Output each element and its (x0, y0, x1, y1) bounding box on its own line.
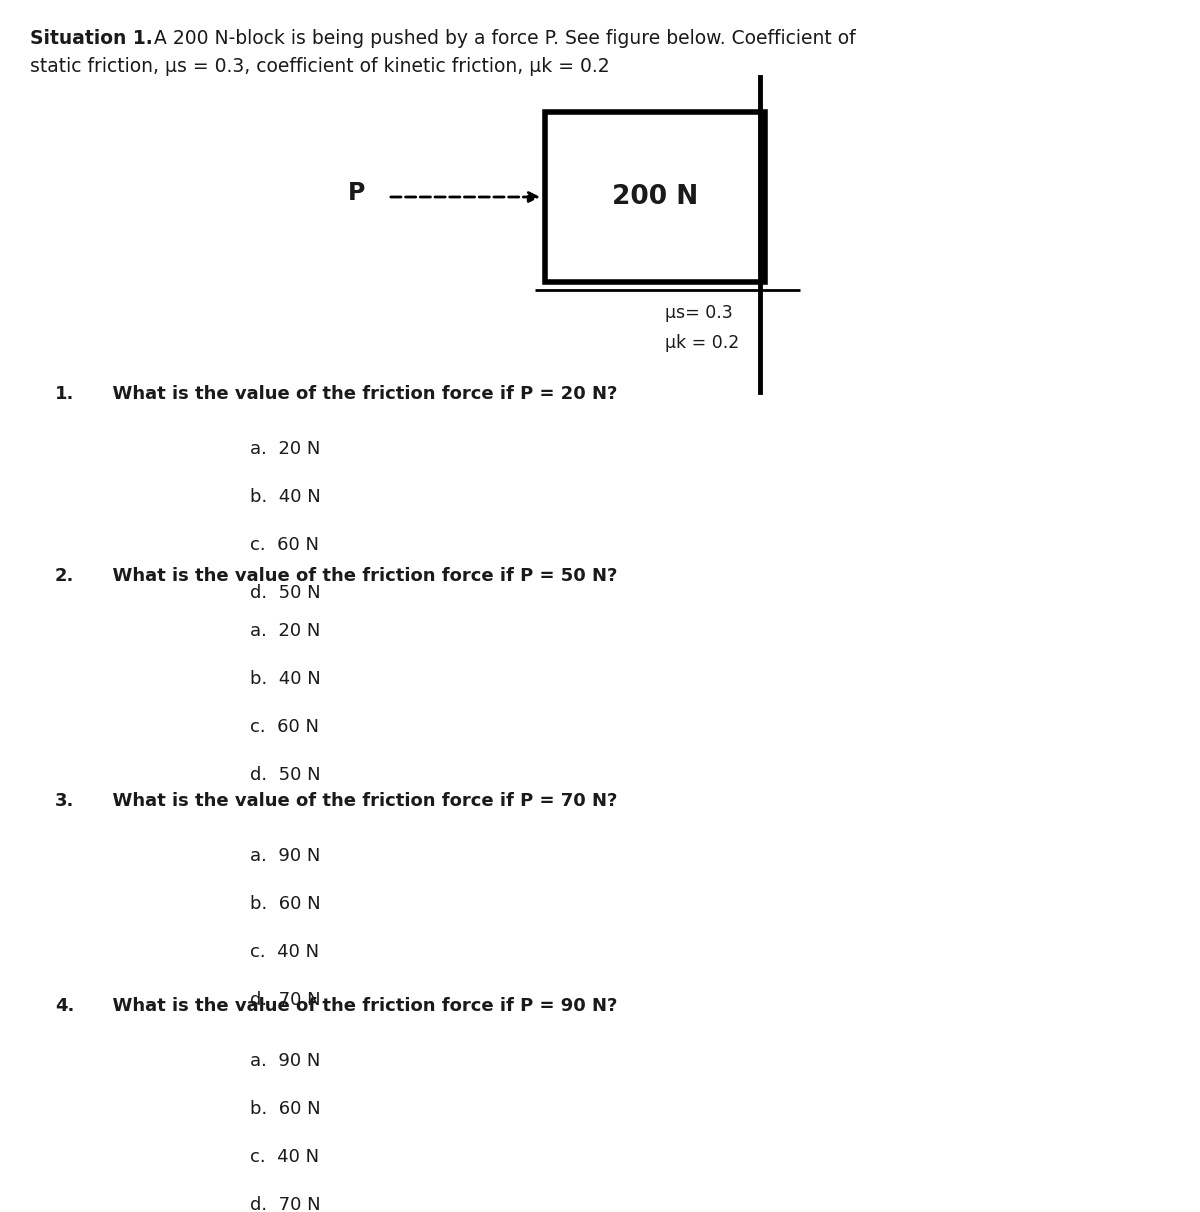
Text: A 200 N-block is being pushed by a force P. See figure below. Coefficient of: A 200 N-block is being pushed by a force… (148, 29, 856, 48)
Text: a.  90 N: a. 90 N (250, 847, 320, 865)
Text: 4.: 4. (55, 997, 74, 1014)
Text: a.  90 N: a. 90 N (250, 1052, 320, 1070)
Text: 2.: 2. (55, 567, 74, 585)
Text: What is the value of the friction force if P = 70 N?: What is the value of the friction force … (100, 791, 617, 810)
Text: P: P (348, 181, 365, 205)
Text: 200 N: 200 N (612, 184, 698, 210)
Text: Situation 1.: Situation 1. (30, 29, 152, 48)
Text: b.  40 N: b. 40 N (250, 488, 320, 505)
Text: b.  60 N: b. 60 N (250, 1100, 320, 1117)
Text: d.  70 N: d. 70 N (250, 1196, 320, 1212)
Text: 3.: 3. (55, 791, 74, 810)
Text: c.  40 N: c. 40 N (250, 943, 319, 961)
Text: What is the value of the friction force if P = 20 N?: What is the value of the friction force … (100, 385, 617, 404)
Text: μs= 0.3: μs= 0.3 (665, 304, 733, 322)
Text: c.  40 N: c. 40 N (250, 1148, 319, 1166)
Text: d.  70 N: d. 70 N (250, 991, 320, 1010)
Bar (545, 112, 766, 282)
Text: μk = 0.2: μk = 0.2 (665, 335, 739, 351)
Text: d.  50 N: d. 50 N (250, 584, 320, 602)
Text: c.  60 N: c. 60 N (250, 718, 319, 736)
Text: b.  60 N: b. 60 N (250, 894, 320, 913)
Text: a.  20 N: a. 20 N (250, 440, 320, 458)
Text: static friction, μs = 0.3, coefficient of kinetic friction, μk = 0.2: static friction, μs = 0.3, coefficient o… (30, 57, 610, 76)
Text: 1.: 1. (55, 385, 74, 404)
Text: c.  60 N: c. 60 N (250, 536, 319, 554)
Text: What is the value of the friction force if P = 50 N?: What is the value of the friction force … (100, 567, 617, 585)
Text: d.  50 N: d. 50 N (250, 766, 320, 784)
Text: b.  40 N: b. 40 N (250, 670, 320, 688)
Text: What is the value of the friction force if P = 90 N?: What is the value of the friction force … (100, 997, 617, 1014)
Text: a.  20 N: a. 20 N (250, 622, 320, 640)
